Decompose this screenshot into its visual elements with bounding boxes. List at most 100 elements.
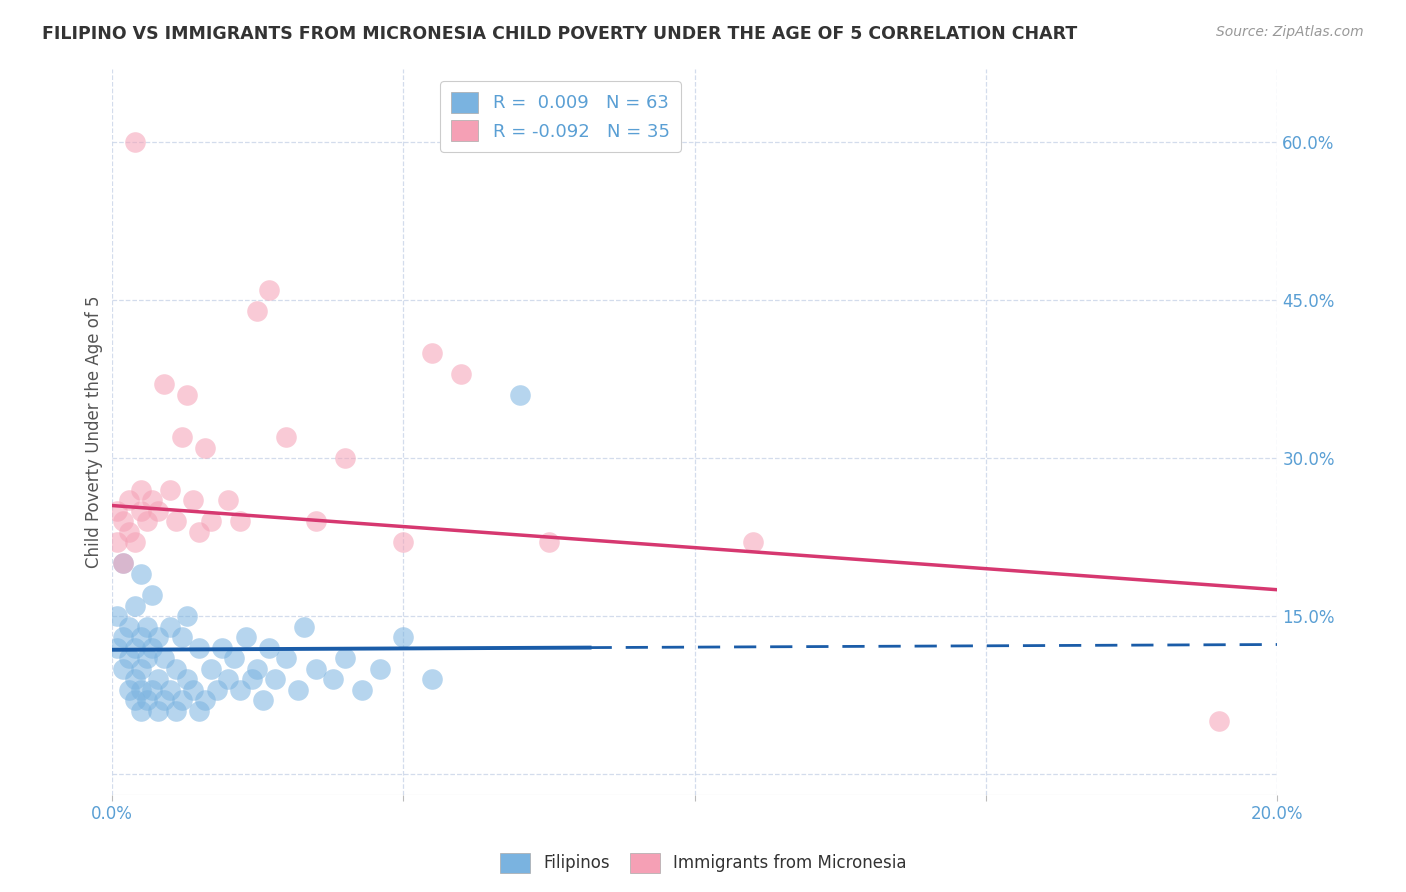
Point — [222, 651, 245, 665]
Point — [135, 693, 157, 707]
Point — [124, 535, 146, 549]
Point — [124, 693, 146, 707]
Point — [124, 135, 146, 149]
Point — [276, 651, 298, 665]
Point — [188, 704, 211, 718]
Point — [333, 651, 356, 665]
Point — [741, 535, 763, 549]
Text: Source: ZipAtlas.com: Source: ZipAtlas.com — [1216, 25, 1364, 39]
Point — [188, 640, 211, 655]
Point — [118, 493, 141, 508]
Point — [141, 588, 163, 602]
Point — [159, 619, 181, 633]
Point — [333, 451, 356, 466]
Point — [392, 630, 415, 644]
Point — [112, 514, 135, 528]
Point — [148, 672, 170, 686]
Point — [246, 303, 269, 318]
Point — [235, 630, 257, 644]
Point — [153, 693, 176, 707]
Point — [141, 493, 163, 508]
Point — [322, 672, 344, 686]
Point — [135, 619, 157, 633]
Point — [153, 651, 176, 665]
Point — [263, 672, 285, 686]
Point — [124, 640, 146, 655]
Point — [141, 640, 163, 655]
Point — [129, 662, 152, 676]
Text: FILIPINO VS IMMIGRANTS FROM MICRONESIA CHILD POVERTY UNDER THE AGE OF 5 CORRELAT: FILIPINO VS IMMIGRANTS FROM MICRONESIA C… — [42, 25, 1077, 43]
Point — [141, 682, 163, 697]
Point — [176, 388, 198, 402]
Point — [118, 651, 141, 665]
Point — [368, 662, 391, 676]
Point — [165, 704, 187, 718]
Point — [124, 672, 146, 686]
Point — [112, 662, 135, 676]
Point — [509, 388, 531, 402]
Point — [176, 609, 198, 624]
Point — [200, 514, 222, 528]
Point — [450, 367, 472, 381]
Point — [165, 514, 187, 528]
Point — [148, 630, 170, 644]
Point — [252, 693, 274, 707]
Point — [118, 682, 141, 697]
Point — [170, 693, 193, 707]
Point — [153, 377, 176, 392]
Point — [129, 504, 152, 518]
Point — [217, 672, 239, 686]
Point — [188, 524, 211, 539]
Point — [129, 630, 152, 644]
Point — [165, 662, 187, 676]
Point — [159, 483, 181, 497]
Point — [129, 682, 152, 697]
Point — [200, 662, 222, 676]
Point — [420, 672, 443, 686]
Legend: R =  0.009   N = 63, R = -0.092   N = 35: R = 0.009 N = 63, R = -0.092 N = 35 — [440, 81, 681, 152]
Point — [257, 283, 280, 297]
Point — [107, 504, 129, 518]
Point — [205, 682, 228, 697]
Point — [107, 640, 129, 655]
Point — [240, 672, 263, 686]
Point — [217, 493, 239, 508]
Point — [135, 651, 157, 665]
Point — [257, 640, 280, 655]
Point — [148, 504, 170, 518]
Point — [112, 630, 135, 644]
Point — [304, 514, 326, 528]
Point — [181, 493, 204, 508]
Point — [229, 682, 252, 697]
Point — [392, 535, 415, 549]
Point — [159, 682, 181, 697]
Legend: Filipinos, Immigrants from Micronesia: Filipinos, Immigrants from Micronesia — [494, 847, 912, 880]
Point — [287, 682, 309, 697]
Point — [129, 704, 152, 718]
Point — [1208, 714, 1230, 729]
Point — [194, 441, 217, 455]
Point — [170, 630, 193, 644]
Point — [107, 535, 129, 549]
Point — [420, 346, 443, 360]
Point — [304, 662, 326, 676]
Point — [148, 704, 170, 718]
Point — [352, 682, 374, 697]
Point — [170, 430, 193, 444]
Point — [211, 640, 233, 655]
Point — [181, 682, 204, 697]
Point — [276, 430, 298, 444]
Point — [129, 483, 152, 497]
Point — [176, 672, 198, 686]
Point — [246, 662, 269, 676]
Point — [118, 619, 141, 633]
Point — [135, 514, 157, 528]
Point — [229, 514, 252, 528]
Point — [107, 609, 129, 624]
Point — [118, 524, 141, 539]
Point — [124, 599, 146, 613]
Point — [129, 566, 152, 581]
Point — [112, 557, 135, 571]
Point — [112, 557, 135, 571]
Point — [537, 535, 560, 549]
